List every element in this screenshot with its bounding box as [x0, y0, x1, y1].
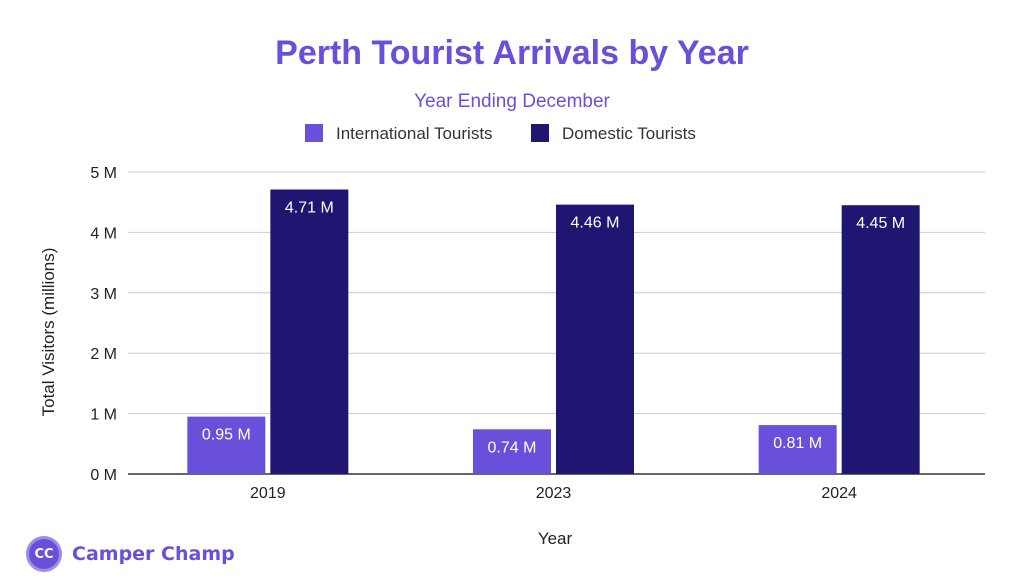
legend-label-1: Domestic Tourists [562, 124, 696, 143]
data-label-2024-1: 4.45 M [856, 215, 905, 232]
legend-swatch-0 [305, 124, 323, 142]
bar-2024-0 [758, 425, 837, 474]
data-label-2019-0: 0.95 M [202, 427, 251, 444]
brand-name: Camper Champ [72, 543, 235, 565]
bar-2023-1 [556, 204, 634, 474]
y-tick-label: 2 M [90, 346, 117, 363]
data-label-2019-1: 4.71 M [285, 200, 334, 217]
legend: International Tourists Domestic Tourists [305, 124, 696, 143]
bars: 0.95 M 4.71 M 0.74 M 4.46 M 0.81 M 4.45 M [187, 189, 920, 475]
bar-2023-0 [473, 429, 551, 474]
y-tick-label: 4 M [90, 225, 117, 242]
bar-2019-1 [270, 189, 349, 475]
x-tick-label: 2024 [821, 485, 857, 502]
chart-title: Perth Tourist Arrivals by Year [275, 34, 749, 72]
chart-subtitle: Year Ending December [414, 91, 610, 112]
y-tick-label: 3 M [90, 286, 117, 303]
data-label-2023-0: 0.74 M [488, 439, 537, 456]
brand-watermark: CC Camper Champ [26, 536, 235, 572]
y-tick-label: 5 M [90, 165, 117, 182]
x-tick-label: 2019 [250, 485, 286, 502]
bar-2019-0 [187, 416, 266, 474]
y-tick-label: 1 M [90, 407, 117, 424]
data-label-2023-1: 4.46 M [571, 215, 620, 232]
y-axis-ticks: 0 M 1 M 2 M 3 M 4 M 5 M [90, 165, 117, 484]
data-label-2024-0: 0.81 M [773, 435, 822, 452]
bar-2024-1 [841, 205, 920, 474]
x-axis-title: Year [538, 529, 573, 548]
camper-champ-logo-icon: CC [26, 536, 62, 572]
legend-label-0: International Tourists [336, 124, 493, 143]
x-axis-ticks: 2019 2023 2024 [250, 485, 857, 502]
y-axis-title: Total Visitors (millions) [39, 248, 58, 417]
x-tick-label: 2023 [536, 485, 572, 502]
y-tick-label: 0 M [90, 467, 117, 484]
legend-swatch-1 [531, 124, 549, 142]
